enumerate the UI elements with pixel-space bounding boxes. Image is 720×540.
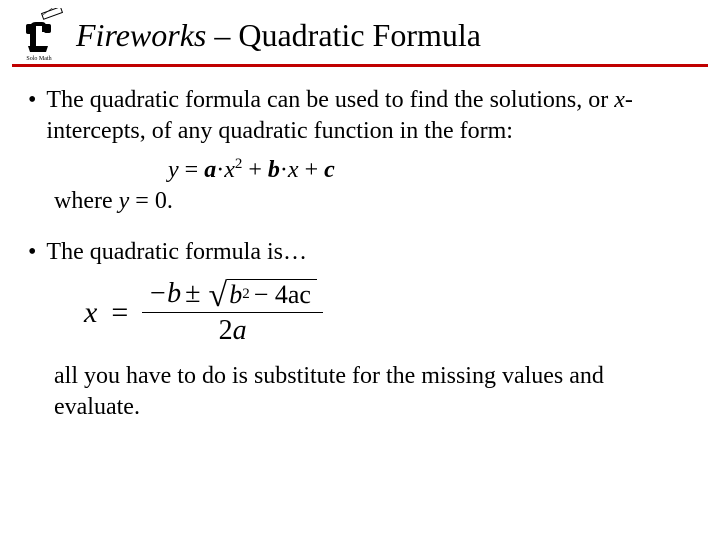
bullet-1-x: x [614, 87, 625, 113]
bullet-1-part1: The quadratic formula can be used to fin… [46, 87, 614, 113]
slide-title: Fireworks – Quadratic Formula [76, 17, 481, 54]
eq-a: a [204, 157, 216, 183]
logo-icon: Solo Math [12, 8, 66, 62]
slide-header: Solo Math Fireworks – Quadratic Formula [0, 0, 720, 64]
where-y: y [119, 188, 130, 214]
slide-content: • The quadratic formula can be used to f… [0, 85, 720, 423]
formula-sqrt: √ b2 − 4ac [209, 279, 317, 310]
formula-plusminus: ± [185, 278, 200, 310]
eq-b: b [268, 157, 280, 183]
formula-radicand: b2 − 4ac [227, 279, 317, 310]
bullet-2: • The quadratic formula is… [28, 237, 692, 268]
eq-equals: = [179, 157, 205, 183]
eq-c: c [324, 157, 335, 183]
eq-plus1: + [242, 157, 268, 183]
eq-dot2: · [280, 157, 288, 183]
where-rest: = 0. [129, 188, 173, 214]
bullet-1: • The quadratic formula can be used to f… [28, 85, 692, 146]
bullet-1-text: The quadratic formula can be used to fin… [46, 85, 692, 146]
eq-plus2: + [299, 157, 325, 183]
formula-neg-b: −b [148, 278, 181, 310]
bullet-2-text: The quadratic formula is… [46, 237, 692, 268]
formula-denominator: 2a [219, 313, 247, 347]
where-prefix: where [54, 188, 119, 214]
title-rest: – Quadratic Formula [206, 17, 481, 53]
title-underline [12, 64, 708, 67]
formula-fraction: −b ± √ b2 − 4ac 2a [142, 278, 323, 347]
bullet-marker: • [28, 237, 36, 268]
formula-minus4ac: − 4ac [254, 280, 311, 310]
title-italic-part: Fireworks [76, 17, 206, 53]
eq-x1: x [224, 157, 235, 183]
eq-y: y [168, 157, 179, 183]
formula-b-sq: 2 [242, 286, 250, 303]
closing-text: all you have to do is substitute for the… [54, 361, 682, 422]
eq-dot1: · [216, 157, 224, 183]
formula-equals: = [111, 296, 128, 330]
formula-x: x [84, 296, 97, 330]
standard-form-equation: y = a·x2 + b·x + c [168, 156, 692, 184]
quadratic-formula: x = −b ± √ b2 − 4ac 2a [84, 278, 692, 347]
radical-icon: √ [209, 282, 228, 313]
formula-b: b [229, 280, 242, 310]
svg-text:Solo Math: Solo Math [26, 56, 51, 62]
formula-numerator: −b ± √ b2 − 4ac [142, 278, 323, 313]
bullet-marker: • [28, 85, 36, 146]
eq-x2: x [288, 157, 299, 183]
where-line: where y = 0. [54, 188, 692, 215]
